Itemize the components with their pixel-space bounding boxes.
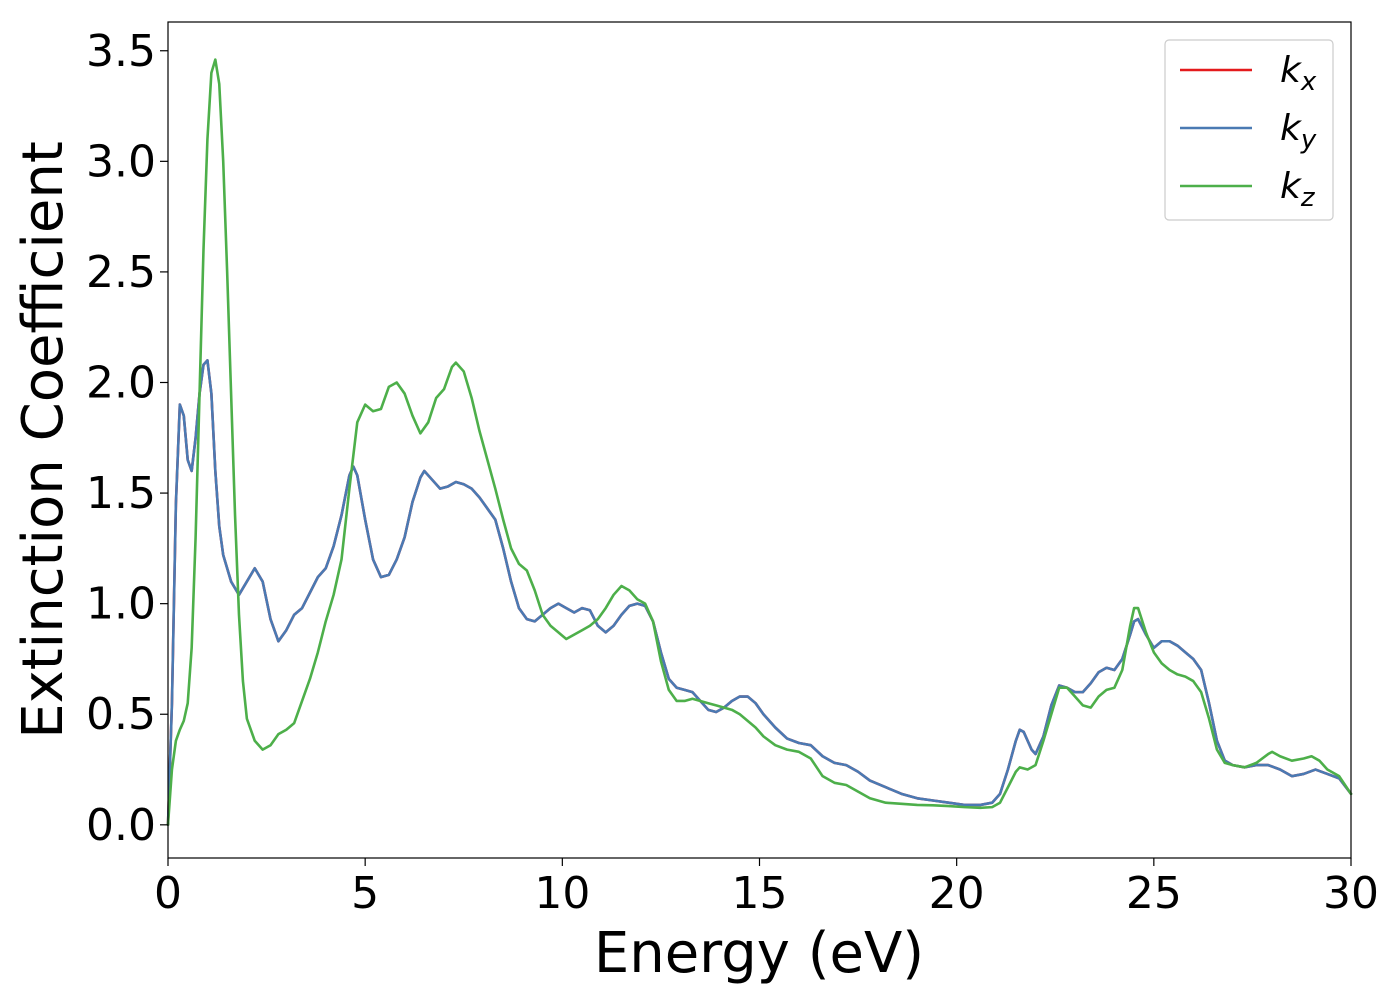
x-axis-title: Energy (eV) <box>594 921 924 986</box>
legend-label-ky: ky <box>1280 108 1317 155</box>
y-axis-ticks: 0.0 0.5 1.0 1.5 2.0 2.5 3.0 3.5 <box>86 26 168 851</box>
y-tick-label: 0.0 <box>86 800 156 851</box>
x-tick-label: 30 <box>1323 868 1379 919</box>
y-tick-label: 2.5 <box>86 247 156 298</box>
legend-label-subscript: x <box>1300 67 1317 97</box>
x-tick-label: 5 <box>351 868 379 919</box>
legend-label-main: k <box>1280 50 1303 91</box>
legend-label-kx: kx <box>1280 50 1317 97</box>
x-tick-label: 20 <box>929 868 985 919</box>
y-axis-title: Extinction Coefficient <box>11 141 76 739</box>
legend-box <box>1164 39 1334 221</box>
x-tick-label: 25 <box>1126 868 1182 919</box>
x-axis-ticks: 0 5 10 15 20 25 30 <box>154 858 1379 919</box>
x-tick-label: 0 <box>154 868 182 919</box>
y-tick-label: 3.0 <box>86 136 156 187</box>
x-tick-label: 10 <box>534 868 590 919</box>
series-line-ky <box>166 359 1353 827</box>
y-tick-label: 2.0 <box>86 357 156 408</box>
legend-label-main: k <box>1280 108 1303 149</box>
legend-label-main: k <box>1280 166 1303 207</box>
y-tick-label: 3.5 <box>86 26 156 77</box>
series-line-kz <box>166 58 1353 827</box>
legend-label-kz: kz <box>1280 166 1316 213</box>
y-tick-label: 1.5 <box>86 468 156 519</box>
x-tick-label: 15 <box>732 868 788 919</box>
legend-label-subscript: z <box>1300 183 1316 213</box>
y-tick-label: 1.0 <box>86 579 156 630</box>
series-layer <box>166 58 1353 827</box>
legend-label-subscript: y <box>1300 125 1317 155</box>
y-tick-label: 0.5 <box>86 689 156 740</box>
